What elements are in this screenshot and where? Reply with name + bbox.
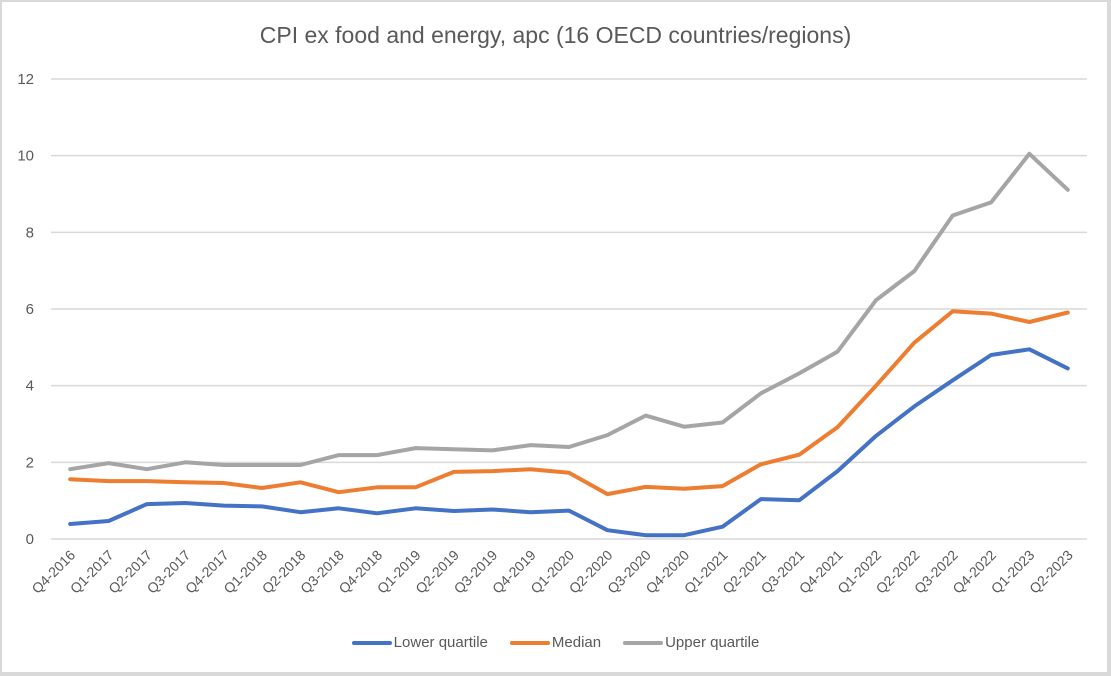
y-tick-label: 6: [26, 301, 34, 318]
series-line-lower-quartile: [68, 347, 1070, 538]
chart-title: CPI ex food and energy, apc (16 OECD cou…: [259, 22, 852, 48]
gridlines: [51, 78, 1087, 540]
legend-label: Lower quartile: [393, 634, 488, 651]
y-tick-label: 10: [17, 148, 34, 165]
y-tick-label: 8: [26, 224, 34, 241]
y-tick-label: 4: [26, 378, 34, 395]
legend-swatch: [509, 640, 550, 645]
legend-item: Upper quartile: [623, 634, 759, 651]
legend-item: Median: [509, 634, 602, 651]
legend-label: Median: [551, 634, 602, 651]
legend-swatch: [351, 640, 392, 645]
series-line-upper-quartile: [68, 151, 1070, 472]
legend-label: Upper quartile: [665, 634, 760, 651]
x-axis-tick-labels: Q4-2016Q1-2017Q2-2017Q3-2017Q4-2017Q1-20…: [28, 547, 1076, 597]
y-tick-label: 2: [26, 454, 34, 471]
y-axis-tick-labels: 0 2 4 6 8 10 12: [17, 71, 34, 548]
y-tick-label: 12: [17, 71, 34, 88]
legend: Lower quartile Median Upper quartile: [0, 634, 1111, 651]
series-line-median: [68, 309, 1070, 497]
y-tick-label: 0: [26, 531, 34, 548]
series-lines: [68, 151, 1070, 538]
legend-swatch: [623, 640, 664, 645]
legend-item: Lower quartile: [351, 634, 488, 651]
